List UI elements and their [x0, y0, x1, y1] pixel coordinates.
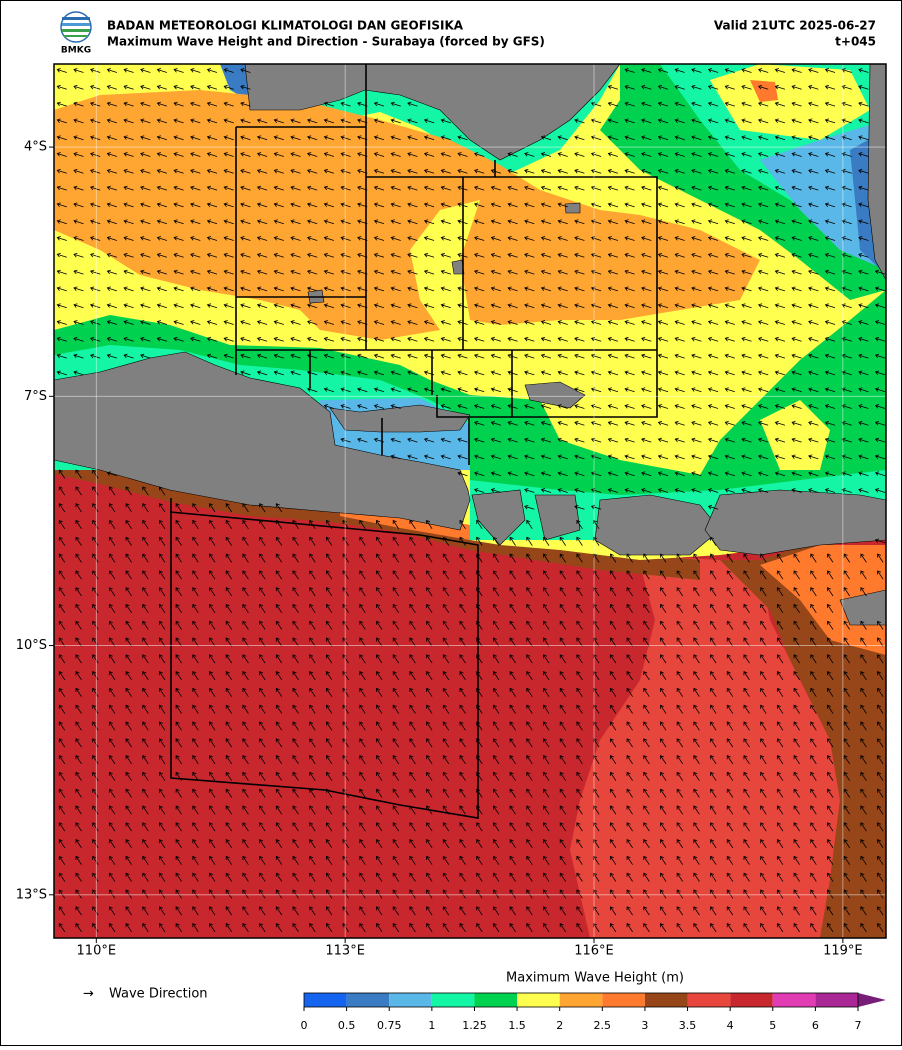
graticule: 110°E 113°E 116°E 119°E 4°S 7°S 10°S 13°S	[16, 64, 886, 959]
colorbar-label: 2	[556, 1019, 563, 1032]
colorbar-segment	[304, 993, 347, 1007]
colorbar-segment	[517, 993, 560, 1007]
x-tick-label: 116°E	[574, 944, 614, 959]
y-tick-label: 7°S	[24, 389, 47, 404]
colorbar-label: 1.25	[462, 1019, 487, 1032]
land	[594, 494, 721, 556]
colorbar-segment	[815, 993, 858, 1007]
field-region	[470, 290, 886, 540]
arrow-label: Wave Direction	[109, 987, 208, 1002]
colorbar-title: Maximum Wave Height (m)	[506, 971, 684, 986]
land	[867, 64, 886, 281]
colorbar-segment	[389, 993, 432, 1007]
colorbar-segment	[687, 993, 731, 1007]
wave-arrows	[56, 68, 886, 933]
colorbar-segment	[346, 993, 390, 1007]
land	[524, 381, 586, 409]
field-region	[750, 80, 778, 102]
colorbar-label: 7	[855, 1019, 862, 1032]
colorbar-label: 4	[727, 1019, 734, 1032]
colorbar-segment	[730, 993, 773, 1007]
colorbar-segment	[772, 993, 816, 1007]
colorbar-label: 0.5	[338, 1019, 356, 1032]
colorbar-label: 5	[769, 1019, 776, 1032]
wave-field	[54, 64, 886, 938]
colorbar-label: 0.75	[377, 1019, 402, 1032]
colorbar-segment	[474, 993, 518, 1007]
land	[451, 259, 465, 275]
colorbar-segment	[644, 993, 688, 1007]
land	[329, 404, 471, 433]
header-title: BADAN METEOROLOGI KLIMATOLOGI DAN GEOFIS…	[107, 19, 464, 33]
header-subtitle: Maximum Wave Height and Direction - Sura…	[107, 35, 545, 49]
land	[471, 489, 526, 546]
colorbar-segment	[431, 993, 475, 1007]
field-region	[760, 400, 830, 470]
field-region	[220, 64, 250, 100]
logo-text: BMKG	[61, 46, 91, 56]
legend: → Wave Direction Maximum Wave Height (m)…	[83, 971, 886, 1032]
field-region	[54, 90, 760, 340]
colorbar-label: 6	[812, 1019, 819, 1032]
x-tick-label: 110°E	[77, 944, 117, 959]
y-tick-label: 4°S	[24, 140, 47, 155]
colorbar-label: 3.5	[679, 1019, 697, 1032]
colorbar-label: 0	[301, 1019, 308, 1032]
colorbar-frame	[303, 992, 859, 1008]
y-tick-label: 13°S	[16, 887, 47, 902]
colorbar-label: 3	[641, 1019, 648, 1032]
wave-arrow	[56, 68, 886, 933]
land	[839, 589, 886, 626]
map-frame	[53, 63, 887, 939]
land	[534, 494, 581, 541]
field-region	[760, 545, 886, 655]
lead-time: t+045	[835, 35, 876, 49]
logo: BMKG	[60, 11, 92, 56]
x-tick-label: 119°E	[823, 944, 863, 959]
colorbar-segment	[602, 993, 645, 1007]
colorbar-extension	[858, 993, 886, 1007]
colorbar-segment	[559, 993, 603, 1007]
boundaries	[169, 64, 658, 819]
colorbar-label: 1.5	[508, 1019, 526, 1032]
y-tick-label: 10°S	[16, 638, 47, 653]
land	[244, 64, 621, 161]
colorbar-label: 2.5	[594, 1019, 612, 1032]
land	[564, 202, 581, 214]
colorbar-label: 1	[428, 1019, 435, 1032]
arrow-symbol: →	[83, 987, 94, 1002]
valid-time: Valid 21UTC 2025-06-27	[714, 19, 876, 33]
x-tick-label: 113°E	[325, 944, 365, 959]
